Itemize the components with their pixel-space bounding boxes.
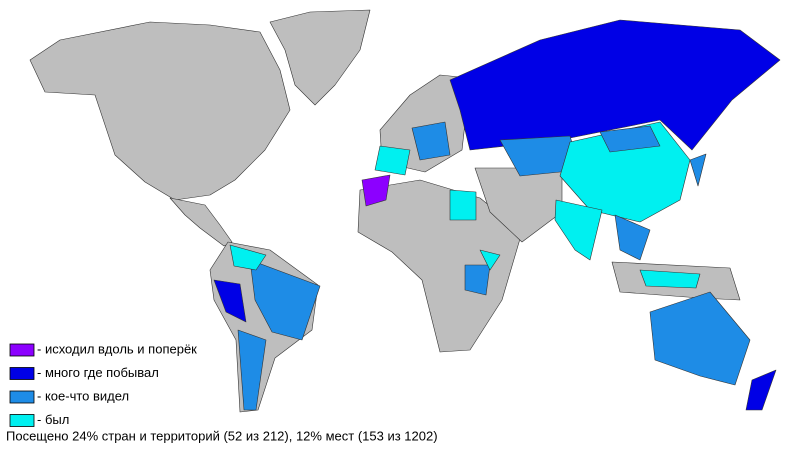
mongolia <box>599 125 661 153</box>
legend-label: - кое-что видел <box>37 388 129 403</box>
colombia-venezuela <box>229 244 267 271</box>
legend-swatch <box>9 414 35 427</box>
legend-label: - исходил вдоль и поперёк <box>37 341 197 356</box>
russia <box>449 19 781 151</box>
visited-countries <box>213 19 781 411</box>
legend-label: - много где побывал <box>37 365 159 380</box>
morocco <box>361 174 391 207</box>
china <box>559 121 691 223</box>
central-america <box>169 197 233 247</box>
japan <box>689 153 707 187</box>
india <box>554 199 603 261</box>
central-europe <box>411 121 451 161</box>
brazil <box>249 259 321 341</box>
greenland <box>269 9 371 106</box>
kenya <box>479 249 501 271</box>
australia <box>649 291 751 386</box>
legend-swatch <box>9 367 35 380</box>
indonesia <box>639 269 701 289</box>
legend-label: - был <box>37 412 69 427</box>
legend-swatch <box>9 390 35 404</box>
spain <box>374 145 411 176</box>
egypt <box>449 189 477 221</box>
peru <box>213 279 247 323</box>
legend-swatch <box>9 343 35 357</box>
new-zealand <box>745 369 777 411</box>
argentina-chile <box>237 329 267 411</box>
southeast-asia <box>614 214 651 261</box>
legend: - исходил вдоль и поперёк - много где поб… <box>9 341 197 427</box>
north-america <box>29 21 291 201</box>
footer-text: Посещено 24% стран и территорий (52 из 2… <box>6 428 438 443</box>
tanzania <box>464 264 491 296</box>
